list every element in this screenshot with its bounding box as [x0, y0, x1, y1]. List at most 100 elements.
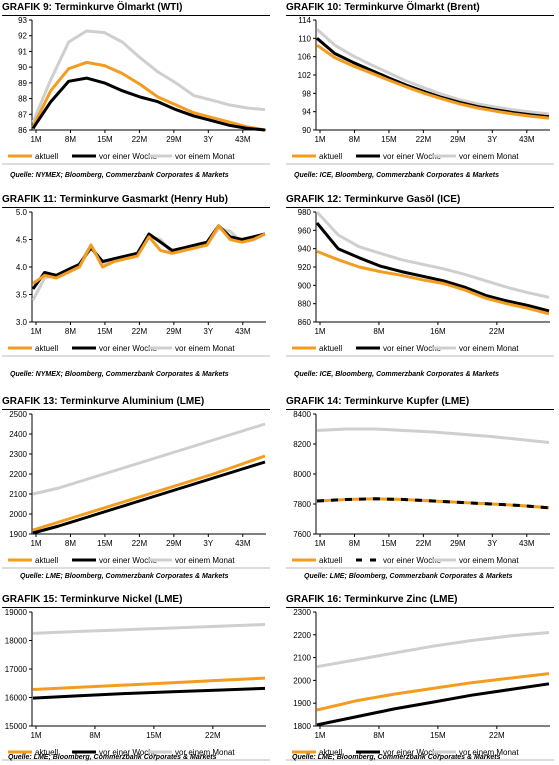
- x-tick-label: 22M: [489, 327, 505, 336]
- legend-label: vor einer Woche: [99, 152, 158, 161]
- y-tick-label: 16000: [5, 694, 28, 703]
- series-line: [32, 686, 266, 700]
- series-line: [31, 29, 266, 123]
- y-tick-label: 89: [18, 79, 27, 88]
- series-line: [32, 676, 266, 691]
- x-tick-label: 29M: [166, 539, 182, 548]
- series-line: [315, 210, 550, 299]
- y-tick-label: 2200: [293, 631, 311, 640]
- legend-label: vor einer Woche: [99, 748, 158, 757]
- y-tick-label: 114: [298, 16, 311, 25]
- y-tick-label: 940: [298, 245, 312, 254]
- series-line: [316, 43, 550, 120]
- legend-label: aktuell: [319, 748, 342, 757]
- chart-source: Quelle: LME; Bloomberg, Commerzbank Corp…: [20, 573, 229, 580]
- y-tick-label: 110: [298, 34, 311, 43]
- y-tick-label: 98: [302, 89, 311, 98]
- x-tick-label: 1M: [30, 539, 41, 548]
- x-tick-label: 22M: [205, 731, 221, 740]
- y-tick-label: 93: [18, 16, 27, 25]
- y-tick-label: 7800: [293, 500, 311, 509]
- x-tick-label: 16M: [430, 327, 446, 336]
- y-tick-label: 86: [18, 126, 27, 135]
- chart-panel-13: GRAFIK 13: Terminkurve Aluminium (LME) 1…: [2, 396, 270, 574]
- y-tick-label: 88: [18, 95, 27, 104]
- chart-svg: 15000 16000 17000 18000 19000 1M 8M 15M 22M aktue…: [2, 608, 270, 761]
- x-tick-label: 3Y: [203, 135, 213, 144]
- series-line: [32, 460, 266, 535]
- series-line: [316, 427, 550, 444]
- chart-svg: 3.0 3.5 4.0 4.5 5.0 1M 8M 15M 22M 29M 3Y 43M aktuell…: [2, 208, 270, 357]
- y-tick-label: 15000: [5, 722, 28, 731]
- y-tick-label: 90: [18, 63, 27, 72]
- x-tick-label: 15M: [381, 135, 397, 144]
- x-tick-label: 3Y: [203, 539, 213, 548]
- title-rule: [286, 409, 554, 410]
- y-tick-label: 18000: [5, 637, 28, 646]
- legend-label: vor einer Woche: [383, 344, 442, 353]
- y-tick-label: 2000: [9, 510, 27, 519]
- x-tick-label: 8M: [373, 327, 384, 336]
- legend-label: vor einem Monat: [175, 152, 235, 161]
- y-tick-label: 7600: [293, 530, 311, 539]
- y-tick-label: 8000: [293, 470, 311, 479]
- x-tick-label: 8M: [373, 731, 384, 740]
- x-tick-label: 29M: [450, 539, 466, 548]
- y-tick-label: 3.5: [16, 291, 28, 300]
- y-tick-label: 4.5: [16, 236, 28, 245]
- legend-label: vor einem Monat: [175, 556, 235, 565]
- y-tick-label: 900: [298, 281, 312, 290]
- series-line: [32, 623, 266, 635]
- chart-panel-14: GRAFIK 14: Terminkurve Kupfer (LME) 7600…: [286, 396, 554, 574]
- x-tick-label: 1M: [314, 327, 325, 336]
- series-line: [32, 454, 266, 532]
- legend-label: vor einer Woche: [99, 344, 158, 353]
- series-line: [316, 672, 550, 712]
- series-line: [315, 222, 550, 313]
- chart-svg: 90 94 98 102 106 110 114 1M 8M 15M 22M 29M 3Y 43M aktu…: [286, 16, 554, 165]
- x-tick-label: 43M: [235, 539, 251, 548]
- x-tick-label: 43M: [519, 135, 535, 144]
- y-tick-label: 920: [298, 263, 312, 272]
- legend-label: vor einem Monat: [459, 748, 519, 757]
- chart-panel-12: GRAFIK 12: Terminkurve Gasöl (ICE) 860 88…: [286, 194, 554, 372]
- x-tick-label: 15M: [381, 539, 397, 548]
- y-tick-label: 19000: [5, 608, 28, 617]
- y-tick-label: 960: [298, 226, 312, 235]
- chart-panel-11: GRAFIK 11: Terminkurve Gasmarkt (Henry H…: [2, 194, 270, 372]
- x-tick-label: 15M: [430, 731, 446, 740]
- x-tick-label: 3Y: [487, 539, 497, 548]
- title-rule: [286, 15, 554, 16]
- title-rule: [2, 207, 270, 208]
- x-tick-label: 8M: [349, 539, 360, 548]
- x-tick-label: 1M: [30, 731, 41, 740]
- x-tick-label: 43M: [519, 539, 535, 548]
- x-tick-label: 15M: [146, 731, 162, 740]
- chart-title: GRAFIK 11: Terminkurve Gasmarkt (Henry H…: [2, 194, 228, 205]
- chart-title: GRAFIK 15: Terminkurve Nickel (LME): [2, 594, 183, 605]
- title-rule: [286, 207, 554, 208]
- chart-source: Quelle: LME; Bloomberg, Commerzbank Corp…: [8, 754, 217, 761]
- chart-panel-16: GRAFIK 16: Terminkurve Zinc (LME) 1800 19…: [286, 594, 554, 761]
- legend-label: aktuell: [35, 152, 58, 161]
- title-rule: [2, 607, 270, 608]
- series-line: [316, 631, 550, 669]
- x-tick-label: 8M: [65, 327, 76, 336]
- y-tick-label: 2000: [293, 676, 311, 685]
- series-line: [32, 422, 266, 496]
- y-tick-label: 90: [302, 126, 311, 135]
- chart-title: GRAFIK 13: Terminkurve Aluminium (LME): [2, 396, 205, 407]
- y-tick-label: 2200: [9, 470, 27, 479]
- x-tick-label: 22M: [132, 327, 148, 336]
- chart-svg: 1900 2000 2100 2200 2300 2400 2500 1M 8M 15M 22M 29…: [2, 410, 270, 569]
- y-tick-label: 8400: [293, 410, 311, 419]
- y-tick-label: 92: [18, 32, 27, 41]
- series-line: [316, 37, 550, 119]
- y-tick-label: 860: [298, 318, 312, 327]
- chart-panel-15: GRAFIK 15: Terminkurve Nickel (LME) 1500…: [2, 594, 270, 761]
- chart-source: Quelle: NYMEX; Bloomberg, Commerzbank Co…: [10, 371, 229, 378]
- y-tick-label: 880: [298, 300, 312, 309]
- y-tick-label: 2100: [9, 490, 27, 499]
- chart-source: Quelle: LME; Bloomberg, Commerzbank Corp…: [304, 573, 513, 580]
- y-tick-label: 8200: [293, 440, 311, 449]
